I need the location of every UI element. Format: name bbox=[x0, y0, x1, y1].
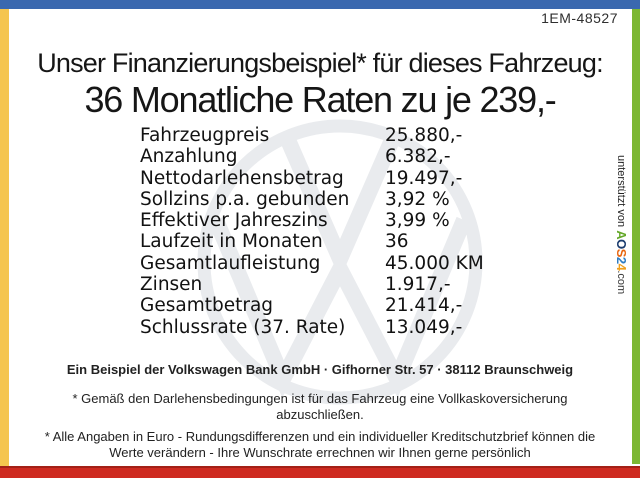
bank-address-line: Ein Beispiel der Volkswagen Bank GmbH · … bbox=[66, 362, 574, 377]
row-value: 21.414,- bbox=[385, 295, 463, 317]
row-value: 36 bbox=[385, 231, 409, 253]
row-label: Sollzins p.a. gebunden bbox=[140, 188, 350, 210]
row-value: 3,99 % bbox=[385, 210, 450, 232]
row-label: Zinsen bbox=[140, 274, 203, 296]
table-row: Laufzeit in Monaten 36 bbox=[140, 231, 484, 252]
aos24-logo: O bbox=[614, 239, 629, 249]
row-label: Anzahlung bbox=[140, 146, 238, 168]
frame-bar-top bbox=[0, 0, 640, 9]
row-label: Fahrzeugpreis bbox=[140, 125, 270, 146]
row-value: 1.917,- bbox=[385, 274, 451, 296]
table-row: Fahrzeugpreis 25.880,- bbox=[140, 125, 484, 146]
table-row: Zinsen 1.917,- bbox=[140, 274, 484, 295]
row-value: 13.049,- bbox=[385, 316, 463, 338]
row-value: 19.497,- bbox=[385, 167, 463, 189]
supported-by-label: unterstützt von bbox=[615, 155, 627, 231]
row-value: 45.000 KM bbox=[385, 252, 484, 274]
frame-bar-right bbox=[632, 9, 640, 464]
table-row: Schlussrate (37. Rate) 13.049,- bbox=[140, 317, 484, 338]
table-row: Nettodarlehensbetrag 19.497,- bbox=[140, 168, 484, 189]
disclaimer-block: * Gemäß den Darlehensbedingungen ist für… bbox=[40, 391, 600, 478]
table-row: Anzahlung 6.382,- bbox=[140, 146, 484, 167]
frame-bar-left bbox=[0, 9, 9, 466]
page-title: Unser Finanzierungsbeispiel* für dieses … bbox=[37, 48, 603, 78]
table-row: Effektiver Jahreszins 3,99 % bbox=[140, 210, 484, 231]
aos24-logo: 2 bbox=[614, 256, 629, 264]
row-value: 6.382,- bbox=[385, 146, 451, 168]
row-value: 3,92 % bbox=[385, 188, 450, 210]
table-row: Gesamtlaufleistung 45.000 KM bbox=[140, 253, 484, 274]
frame-bar-bottom bbox=[0, 466, 640, 478]
row-value: 25.880,- bbox=[385, 125, 463, 146]
row-label: Nettodarlehensbetrag bbox=[140, 167, 344, 189]
aos24-logo: 4 bbox=[614, 263, 629, 271]
disclaimer-insurance: * Gemäß den Darlehensbedingungen ist für… bbox=[72, 391, 568, 422]
monthly-rate-headline: 36 Monatliche Raten zu je 239,- bbox=[84, 79, 556, 120]
finance-table: Fahrzeugpreis 25.880,- Anzahlung 6.382,-… bbox=[140, 125, 484, 338]
row-label: Effektiver Jahreszins bbox=[140, 210, 328, 232]
aos24-logo: S bbox=[614, 248, 629, 257]
aos24-logo: A bbox=[614, 230, 629, 240]
supported-by-vertical-text: unterstützt von AOS24.com bbox=[614, 155, 629, 355]
disclaimer-euro-rounding: * Alle Angaben in Euro - Rundungsdiffere… bbox=[44, 429, 596, 460]
row-label: Laufzeit in Monaten bbox=[140, 231, 323, 253]
row-label: Gesamtbetrag bbox=[140, 295, 274, 317]
aos24-domain-suffix: .com bbox=[615, 270, 627, 295]
row-label: Gesamtlaufleistung bbox=[140, 252, 321, 274]
table-row: Gesamtbetrag 21.414,- bbox=[140, 295, 484, 316]
row-label: Schlussrate (37. Rate) bbox=[140, 316, 346, 338]
table-row: Sollzins p.a. gebunden 3,92 % bbox=[140, 189, 484, 210]
vw-logo-watermark-icon bbox=[190, 112, 490, 412]
document-id: 1EM-48527 bbox=[541, 10, 618, 26]
